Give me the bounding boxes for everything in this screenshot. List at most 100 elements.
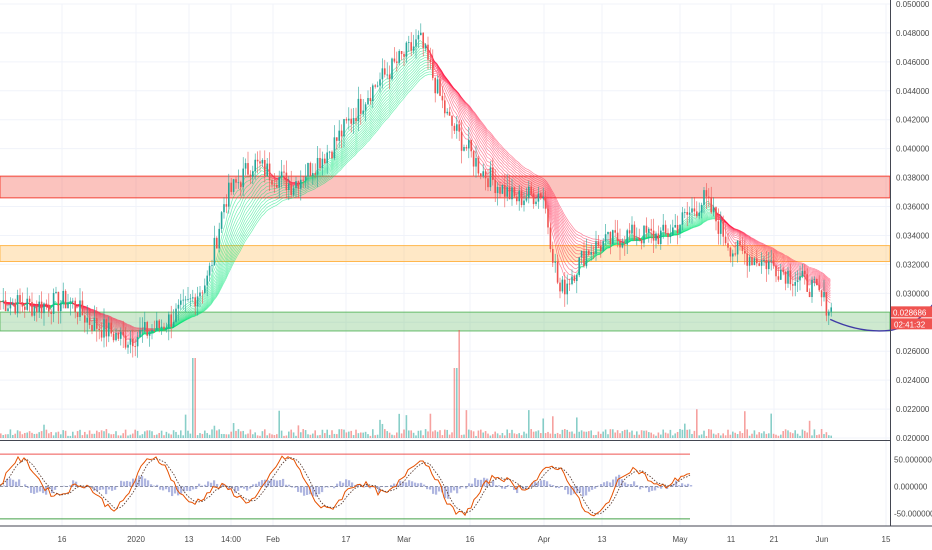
ribbon-segment bbox=[429, 51, 433, 56]
ribbon-segment bbox=[650, 233, 653, 236]
ribbon-segment bbox=[499, 175, 502, 178]
ribbon-segment bbox=[124, 328, 128, 331]
ribbon-segment bbox=[489, 158, 493, 162]
ribbon-segment bbox=[282, 176, 286, 179]
ribbon-segment bbox=[335, 143, 339, 150]
ribbon-segment bbox=[86, 313, 90, 318]
ribbon-segment bbox=[724, 223, 728, 228]
ribbon-segment bbox=[748, 249, 752, 254]
ribbon-segment bbox=[758, 255, 761, 257]
ribbon-segment bbox=[462, 112, 466, 117]
ribbon-segment bbox=[127, 333, 130, 335]
ribbon-segment bbox=[330, 157, 334, 163]
ribbon-segment bbox=[491, 164, 495, 170]
ribbon-segment bbox=[95, 315, 99, 318]
ribbon-segment bbox=[561, 230, 565, 237]
ribbon-segment bbox=[551, 206, 555, 213]
ribbon-segment bbox=[779, 264, 783, 266]
ribbon-segment bbox=[691, 223, 694, 225]
ribbon-segment bbox=[482, 161, 486, 166]
ribbon-segment bbox=[453, 90, 457, 94]
ribbon-segment bbox=[177, 313, 181, 318]
ribbon-segment bbox=[215, 277, 219, 284]
ribbon-segment bbox=[741, 240, 745, 244]
ribbon-segment bbox=[251, 200, 255, 206]
ribbon-segment bbox=[333, 160, 337, 164]
ribbon-segment bbox=[479, 149, 483, 154]
ribbon-segment bbox=[88, 310, 92, 314]
ribbon-segment bbox=[441, 76, 445, 84]
ribbon-segment bbox=[496, 168, 500, 173]
ribbon-segment bbox=[700, 214, 704, 219]
ribbon-segment bbox=[746, 250, 749, 253]
ribbon-segment bbox=[546, 199, 550, 206]
ribbon-segment bbox=[350, 126, 354, 130]
ribbon-segment bbox=[263, 186, 267, 190]
ribbon-segment bbox=[743, 237, 747, 242]
ribbon-segment bbox=[225, 234, 229, 244]
ribbon-segment bbox=[465, 128, 469, 132]
ribbon-segment bbox=[573, 255, 577, 258]
ribbon-segment bbox=[342, 146, 346, 151]
ribbon-segment bbox=[825, 290, 829, 294]
ribbon-segment bbox=[741, 235, 745, 239]
ribbon-segment bbox=[287, 179, 291, 183]
ribbon-segment bbox=[220, 250, 224, 260]
ribbon-segment bbox=[244, 186, 248, 190]
ribbon-segment bbox=[815, 277, 819, 280]
ribbon-segment bbox=[482, 165, 486, 170]
ribbon-segment bbox=[263, 182, 267, 186]
ribbon-segment bbox=[465, 113, 469, 117]
ribbon-segment bbox=[326, 169, 330, 173]
ribbon-segment bbox=[357, 124, 361, 127]
ribbon-segment bbox=[244, 191, 248, 195]
ribbon-segment bbox=[414, 59, 418, 64]
ribbon-segment bbox=[525, 192, 529, 194]
ribbon-segment bbox=[410, 59, 414, 63]
ribbon-segment bbox=[83, 308, 87, 311]
ribbon-segment bbox=[482, 144, 486, 149]
ribbon-segment bbox=[822, 285, 826, 291]
ribbon-segment bbox=[506, 183, 510, 187]
ribbon-segment bbox=[474, 143, 478, 150]
ribbon-segment bbox=[256, 169, 260, 172]
ribbon-segment bbox=[827, 295, 831, 299]
ribbon-segment bbox=[199, 299, 202, 302]
ribbon-segment bbox=[518, 188, 522, 192]
ribbon-segment bbox=[234, 226, 238, 232]
ribbon-segment bbox=[549, 205, 553, 213]
ribbon-segment bbox=[558, 232, 562, 239]
ribbon-segment bbox=[542, 194, 546, 198]
ribbon-segment bbox=[333, 156, 337, 160]
ribbon-segment bbox=[383, 81, 387, 85]
ribbon-segment bbox=[280, 178, 284, 181]
ribbon-segment bbox=[417, 40, 421, 44]
ribbon-segment bbox=[199, 301, 202, 304]
ribbon-segment bbox=[647, 235, 651, 237]
ribbon-segment bbox=[237, 211, 241, 216]
ribbon-segment bbox=[203, 300, 207, 305]
ribbon-segment bbox=[114, 330, 118, 334]
ribbon-segment bbox=[417, 48, 421, 52]
ribbon-segment bbox=[222, 249, 226, 256]
ribbon-segment bbox=[767, 252, 771, 255]
ribbon-segment bbox=[213, 286, 217, 291]
ribbon-segment bbox=[249, 204, 253, 209]
ribbon-segment bbox=[215, 267, 219, 275]
ribbon-segment bbox=[350, 132, 354, 137]
ribbon-segment bbox=[237, 226, 241, 232]
ribbon-segment bbox=[98, 317, 102, 321]
ribbon-segment bbox=[95, 316, 99, 319]
ribbon-segment bbox=[182, 310, 186, 314]
ribbon-segment bbox=[86, 309, 90, 313]
ribbon-segment bbox=[498, 161, 502, 164]
ribbon-segment bbox=[225, 240, 229, 250]
ribbon-segment bbox=[508, 180, 512, 183]
ribbon-segment bbox=[395, 85, 399, 90]
ribbon-segment bbox=[256, 189, 260, 193]
ribbon-segment bbox=[705, 210, 709, 213]
ribbon-segment bbox=[683, 225, 687, 228]
ribbon-segment bbox=[424, 52, 428, 54]
ribbon-segment bbox=[453, 104, 457, 109]
